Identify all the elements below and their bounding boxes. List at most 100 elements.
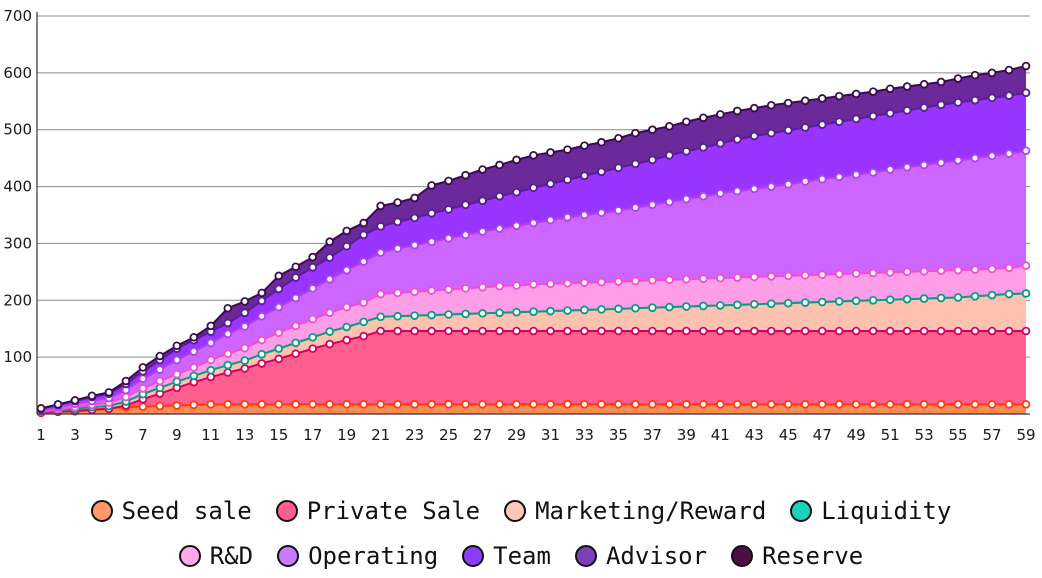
point-operating [699,191,708,201]
point-liquidity [308,332,318,342]
point-advisor [240,308,250,318]
point-private-sale [851,326,861,336]
point-reserve [902,82,912,91]
point-rnd [274,328,284,337]
point-operating [342,265,351,275]
point-advisor [597,167,606,177]
point-reserve [427,181,436,190]
point-seed-sale [665,400,674,409]
point-advisor [902,106,912,115]
point-seed-sale [987,400,997,409]
point-reserve [138,363,148,372]
point-liquidity [274,344,284,353]
point-reserve [240,297,250,306]
point-advisor [936,100,946,109]
point-liquidity [648,303,657,312]
point-rnd [427,286,436,295]
point-private-sale [783,326,793,336]
point-operating [461,230,470,240]
point-operating [155,365,165,374]
point-reserve [104,388,114,397]
point-reserve [274,271,284,281]
axes [36,12,1030,415]
point-operating [1021,146,1031,156]
point-operating [172,355,182,365]
point-seed-sale [359,400,368,409]
point-seed-sale [716,400,725,409]
point-rnd [189,363,199,372]
series-areas [41,66,1026,414]
legend-label: Seed sale [121,496,252,525]
point-rnd [138,384,148,393]
point-operating [410,240,419,250]
point-seed-sale [580,400,589,409]
legend-item-rnd[interactable]: R&D [178,542,253,570]
legend-item-marketing-reward[interactable]: Marketing/Reward [504,497,766,525]
point-operating [478,227,487,236]
point-operating [138,374,148,384]
point-liquidity [885,295,895,305]
point-liquidity [682,302,691,311]
point-private-sale [597,326,606,336]
legend-item-operating[interactable]: Operating [277,542,438,570]
point-private-sale [868,326,878,336]
point-reserve [461,170,470,180]
point-operating [512,221,521,231]
point-seed-sale [732,400,742,409]
point-reserve [393,198,402,207]
y-tick-label: 200 [3,291,32,309]
point-operating [766,182,776,191]
legend-item-advisor[interactable]: Advisor [574,542,707,570]
legend-marker-team [462,544,485,567]
legend-item-seed-sale[interactable]: Seed sale [90,496,252,525]
point-private-sale [970,326,980,336]
point-reserve [868,87,878,96]
point-reserve [614,133,623,143]
legend-item-liquidity[interactable]: Liquidity [790,497,951,525]
point-private-sale [240,364,250,373]
point-rnd [172,369,182,379]
point-reserve [970,70,980,80]
point-rnd [529,280,538,289]
point-rnd [987,264,997,274]
point-seed-sale [902,400,912,409]
point-reserve [1021,61,1031,71]
point-seed-sale [631,400,640,409]
legend-item-private-sale[interactable]: Private Sale [275,497,480,525]
point-reserve [512,155,521,165]
legend-marker-seed-sale [90,499,113,522]
legend-item-team[interactable]: Team [462,542,551,570]
x-tick-label: 7 [138,426,148,444]
point-private-sale [546,326,555,336]
legend-marker-operating [277,544,300,567]
legend-marker-rnd [178,544,201,567]
point-private-sale [563,326,572,336]
point-operating [936,158,946,167]
point-seed-sale [393,400,402,409]
point-reserve [172,341,182,351]
point-private-sale [580,326,589,336]
point-reserve [563,145,572,154]
legend-label: Reserve [762,541,864,570]
point-operating [749,184,759,194]
point-private-sale [817,326,827,336]
point-operating [325,274,335,284]
point-reserve [223,303,233,313]
x-tick-label: 3 [70,426,80,444]
point-rnd [495,281,504,291]
point-liquidity [732,300,742,310]
legend-label: Liquidity [821,496,952,525]
point-advisor [478,196,487,206]
point-private-sale [716,326,725,336]
point-advisor [563,175,572,185]
point-operating [665,197,674,207]
point-liquidity [919,294,929,303]
point-private-sale [274,354,284,364]
x-tick-label: 19 [337,426,356,444]
legend-item-reserve[interactable]: Reserve [731,542,863,570]
point-advisor [953,98,963,107]
point-seed-sale [936,400,946,409]
point-private-sale [732,326,742,336]
point-seed-sale [919,400,929,409]
point-advisor [665,151,674,160]
